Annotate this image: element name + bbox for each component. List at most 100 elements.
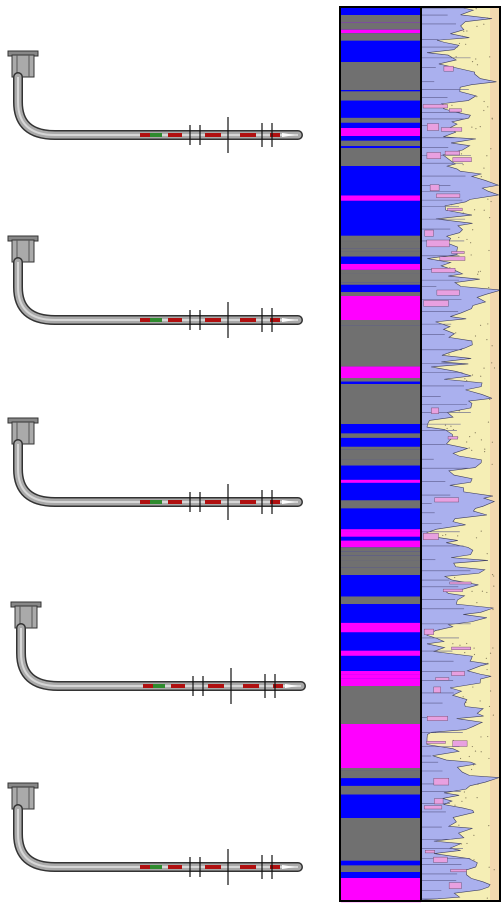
log-band [341,479,421,483]
sand-dot [468,755,470,758]
pink-lens [433,778,449,786]
log-band [341,251,421,257]
pink-lens [423,300,449,307]
sand-dot [466,642,468,645]
log-band [341,465,421,474]
log-band [341,686,421,722]
log-band [341,381,421,387]
sand-dot [488,249,490,252]
pink-lens [426,741,446,744]
pink-lens [429,184,440,191]
well-diagram [8,51,298,153]
sand-dot [475,537,478,539]
sand-dot [449,267,451,269]
sand-dot [475,8,477,10]
log-band [341,500,421,509]
sand-dot [491,362,493,364]
sand-dot [486,668,488,671]
pink-lens [434,798,444,805]
log-band [341,678,421,687]
sand-dot [461,800,463,802]
log-band [341,860,421,866]
sand-dot [459,757,462,760]
log-band [341,449,421,460]
log-band [341,665,421,672]
log-band [341,282,421,285]
log-band [341,442,421,447]
pink-lens [433,856,448,863]
well-diagram [11,602,301,704]
pink-lens [442,588,463,592]
sand-dot [479,126,481,128]
pink-lens [427,123,439,131]
sand-dot [471,745,473,748]
sand-dot [487,421,490,423]
sand-dot [480,751,482,753]
sand-dot [446,427,448,430]
log-band [341,296,421,320]
sand-dot [489,56,491,58]
sand-dot [470,768,473,771]
log-band [341,794,421,803]
log-band [341,632,421,640]
log-band [341,91,421,101]
log-band [341,140,421,147]
pink-lens [435,677,450,681]
log-band [341,269,421,274]
sand-dot [466,238,468,241]
pink-lens [433,686,441,693]
log-band [341,473,421,480]
sand-dot [472,686,474,688]
log-band [341,22,421,30]
sand-dot [492,714,494,716]
log-band [341,57,421,64]
sand-dot [491,574,494,576]
sand-dot [476,602,478,604]
pink-lens [451,671,465,676]
sand-dot [459,644,461,646]
log-band [341,616,421,623]
pink-lens [426,152,441,159]
sand-dot [460,843,463,845]
sand-dot [483,167,485,169]
pink-lens [436,289,460,296]
log-band [341,547,421,552]
log-band [341,878,421,896]
pink-lens [451,251,465,254]
pink-lens [423,628,434,635]
sand-dot [488,286,490,289]
pink-lens [426,239,450,248]
log-band [341,132,421,141]
log-band [341,370,421,378]
log-band [341,128,421,136]
log-band [341,809,421,816]
log-band [341,195,421,201]
sand-dot [471,590,473,592]
sand-dot [474,335,477,337]
sand-dot [484,448,486,450]
pink-lens [452,740,468,747]
sand-dot [471,374,474,376]
log-band [341,148,421,166]
sand-dot [487,198,489,200]
pink-lens [431,268,456,273]
log-band [341,221,421,228]
log-band [341,117,421,123]
pink-lens [423,533,439,540]
log-band [341,482,421,488]
log-band [341,610,421,617]
log-band [341,802,421,806]
sand-dot [479,700,481,702]
log-band [341,100,421,107]
sand-dot [484,451,486,453]
sand-dot [480,176,482,178]
log-band [341,318,421,326]
log-band [341,818,421,860]
pink-lens [424,805,443,810]
log-band [341,217,421,222]
sand-dot [489,690,492,692]
sand-dot [481,590,484,592]
sand-dot [473,859,475,861]
log-band [341,655,421,666]
sand-dot [483,367,485,369]
